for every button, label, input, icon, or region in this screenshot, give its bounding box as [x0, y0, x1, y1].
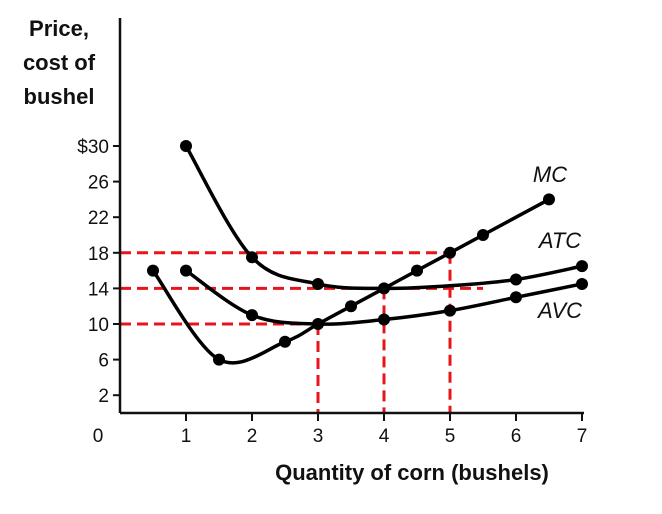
avc-point: [510, 291, 522, 304]
x-tick-label-5: 5: [445, 426, 456, 447]
mc-point: [345, 300, 357, 313]
reference-lines: [120, 251, 483, 413]
avc-point: [378, 313, 390, 326]
mc-point: [279, 335, 291, 348]
y-tick-label-22: 22: [88, 208, 109, 229]
y-tick-label-30: $30: [77, 137, 109, 158]
mc-point: [378, 282, 390, 295]
mc-point: [477, 229, 489, 241]
atc-point: [312, 277, 324, 290]
mc-point: [543, 193, 555, 206]
markers: [147, 140, 588, 366]
atc-curve: [184, 144, 584, 291]
x-tick-label-4: 4: [379, 426, 390, 447]
atc-point: [180, 140, 192, 152]
y-tick-label-2: 2: [98, 386, 109, 407]
axes: [118, 18, 584, 415]
y-axis-label: Price, cost of bushel: [23, 16, 96, 109]
x-tick-label-2: 2: [247, 426, 258, 447]
y-tick-label-26: 26: [88, 173, 109, 194]
mc-point: [444, 246, 456, 259]
atc-point: [510, 273, 522, 286]
y-tick-label-6: 6: [98, 351, 109, 372]
avc-label: AVC: [536, 298, 582, 323]
mc-label: MC: [533, 162, 567, 187]
mc-point: [411, 264, 423, 277]
atc-label: ATC: [537, 228, 581, 253]
x-tick-label-1: 1: [181, 426, 192, 447]
y-axis-label-line-1: Price,: [29, 16, 89, 41]
mc-curve: [151, 197, 551, 365]
y-tick-label-10: 10: [88, 315, 109, 336]
mc-point: [147, 264, 159, 277]
atc-point: [246, 251, 258, 264]
x-axis-label: Quantity of corn (bushels): [275, 460, 549, 485]
mc-point: [312, 318, 324, 330]
x-tick-label-7: 7: [577, 426, 588, 447]
curves: [151, 144, 584, 365]
mc-point: [213, 353, 225, 366]
avc-point: [576, 277, 588, 290]
y-tick-label-18: 18: [88, 244, 109, 265]
atc-point: [576, 260, 588, 273]
avc-point: [444, 304, 456, 317]
y-axis-label-line-2: cost of: [23, 50, 96, 75]
y-tick-label-14: 14: [88, 279, 110, 300]
curve-labels: MC ATC AVC: [533, 162, 582, 323]
x-tick-label-0: 0: [93, 426, 104, 447]
x-tick-label-3: 3: [313, 426, 324, 447]
avc-point: [246, 309, 258, 322]
y-axis-label-line-3: bushel: [24, 84, 95, 109]
avc-point: [180, 264, 192, 277]
x-tick-label-6: 6: [511, 426, 522, 447]
